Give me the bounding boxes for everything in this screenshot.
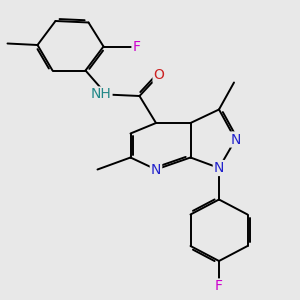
- Text: N: N: [230, 133, 241, 146]
- Text: F: F: [133, 40, 140, 53]
- Text: NH: NH: [91, 88, 112, 101]
- Text: N: N: [214, 161, 224, 175]
- Text: F: F: [215, 280, 223, 293]
- Text: O: O: [154, 68, 164, 82]
- Text: N: N: [151, 163, 161, 176]
